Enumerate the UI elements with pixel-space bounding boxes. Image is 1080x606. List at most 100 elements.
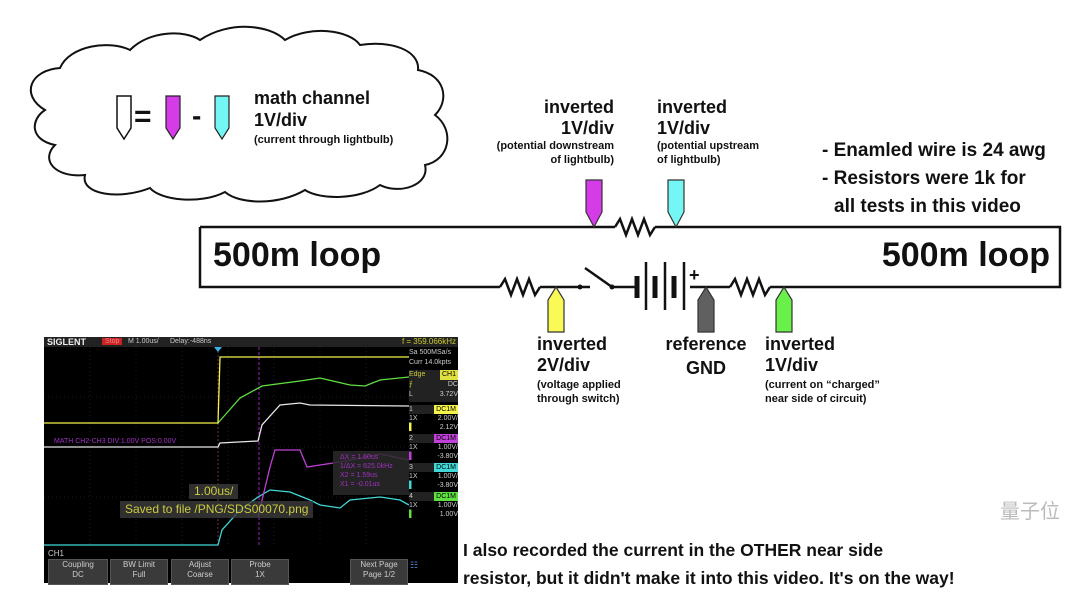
- menu-next-page[interactable]: Next Page Page 1/2: [350, 559, 408, 585]
- trace-ch1: [44, 356, 409, 424]
- channel-scale: 1.00V/: [437, 502, 458, 509]
- cyan-probe-icon: [667, 179, 685, 229]
- memory-depth: Curr 14.0kpts: [409, 359, 452, 366]
- channel-number: 3: [409, 464, 413, 471]
- channel-scale: 1.00V/: [437, 473, 458, 480]
- menu-value: Full: [132, 570, 146, 579]
- cursor-dx: ΔX = 1.60us: [340, 454, 379, 461]
- cursor-x1: X1 = -0.01us: [340, 481, 380, 488]
- menu-title: CH1: [48, 549, 65, 558]
- menu-label: Adjust: [188, 560, 212, 569]
- scope-header: SIGLENT Stop M 1.00us/ Delay:-488ns f = …: [44, 337, 458, 347]
- cloud-scale: 1V/div: [254, 110, 308, 130]
- scope-frequency: f = 359.066kHz: [401, 337, 456, 346]
- magenta-probe-icon: [585, 179, 603, 229]
- cursor-x2: X2 = 1.59us: [340, 472, 378, 479]
- label-line: inverted: [537, 334, 608, 354]
- channel-panel-2[interactable]: 2 DC1M 1X 1.00V/ ▌ -3.80V: [409, 434, 458, 461]
- cyan-probe-small-icon: [214, 95, 230, 141]
- loop-right-label: 500m loop: [881, 236, 1050, 274]
- math-probe-icon: [116, 95, 132, 141]
- trigger-panel[interactable]: Edge CH1 ⨍ DC L 3.72V: [409, 370, 458, 402]
- resistor-right-icon: [728, 275, 772, 299]
- label-line: GND: [686, 358, 726, 378]
- watermark: 量子位: [1000, 501, 1060, 523]
- footer-line: I also recorded the current in the OTHER…: [463, 540, 884, 560]
- channel-number: 2: [409, 435, 413, 442]
- magenta-probe-label: inverted 1V/div (potential downstream of…: [470, 97, 614, 167]
- resistor-top-icon: [613, 215, 657, 239]
- label-note: (current on “charged”: [765, 379, 880, 391]
- network-icon: ☷: [410, 560, 419, 570]
- menu-label: Probe: [249, 560, 271, 569]
- channel-panel-3[interactable]: 3 DC1M 1X 1.00V/ ▌ -3.80V: [409, 463, 458, 490]
- label-line: 1V/div: [560, 118, 614, 138]
- label-line: inverted: [543, 97, 614, 117]
- trace-ch4: [44, 489, 409, 546]
- label-note: (voltage applied: [537, 379, 621, 391]
- channel-offset: 1.00V: [439, 511, 458, 518]
- channel-panel-1[interactable]: 1 DC1M 1X 2.00V/ ▌ 2.12V: [409, 405, 458, 432]
- loop-wire: [198, 225, 1062, 289]
- label-note: of lightbulb): [550, 154, 614, 166]
- channel-scale: 2.00V/: [437, 415, 458, 422]
- sample-rate: Sa 500MSa/s: [409, 349, 452, 356]
- cloud-title: math channel: [254, 88, 371, 108]
- menu-value: Coarse: [187, 570, 213, 579]
- channel-offset: -3.80V: [437, 453, 458, 460]
- equals-sign: =: [134, 100, 152, 133]
- channel-probe: 1X: [409, 444, 418, 451]
- loop-left-label: 500m loop: [213, 236, 382, 274]
- channel-coupling: DC1M: [434, 434, 458, 443]
- trace-ch3: [217, 376, 409, 424]
- yellow-probe-label: inverted 2V/div (voltage applied through…: [537, 334, 621, 406]
- label-line: 1V/div: [657, 118, 711, 138]
- trigger-type: Edge: [409, 371, 426, 378]
- menu-label: Coupling: [62, 560, 94, 569]
- channel-coupling: DC1M: [434, 492, 458, 501]
- channel-offset: -3.80V: [437, 482, 458, 489]
- label-line: inverted: [765, 334, 836, 354]
- channel-probe: 1X: [409, 415, 418, 422]
- battery-plus: +: [689, 265, 700, 285]
- menu-value: 1X: [255, 570, 265, 579]
- note: - Resistors were 1k for: [822, 168, 1026, 189]
- cursor-inv: 1/ΔX = 625.0kHz: [340, 463, 393, 470]
- ground-probe-label: reference GND: [660, 334, 752, 379]
- resistor-left-icon: [498, 275, 542, 299]
- trigger-source: CH1: [439, 370, 458, 380]
- channel-number: 1: [409, 406, 413, 413]
- ground-probe-icon: [697, 285, 715, 333]
- note: - Enamled wire is 24 awg: [822, 140, 1046, 161]
- battery-icon: [634, 262, 686, 310]
- channel-marker-icon: ▌: [409, 511, 414, 518]
- menu-probe[interactable]: Probe 1X: [231, 559, 289, 585]
- menu-value: Page 1/2: [362, 570, 396, 579]
- trace-ch2: [44, 402, 409, 448]
- footer-note: I also recorded the current in the OTHER…: [463, 536, 955, 592]
- channel-number: 4: [409, 493, 413, 500]
- magenta-probe-small-icon: [165, 95, 181, 141]
- menu-bw-limit[interactable]: BW Limit Full: [110, 559, 168, 585]
- math-label: MATH CH2-CH3 DIV:1.00V POS:0.00V: [54, 438, 177, 445]
- channel-offset: 2.12V: [439, 424, 458, 431]
- channel-probe: 1X: [409, 502, 418, 509]
- timebase-message: 1.00us/: [189, 484, 239, 499]
- scope-waveform-display: [44, 347, 409, 547]
- trigger-level-label: L: [409, 391, 413, 398]
- label-line: inverted: [657, 97, 728, 117]
- trigger-marker-icon: [214, 347, 222, 352]
- channel-probe: 1X: [409, 473, 418, 480]
- notes: - Enamled wire is 24 awg - Resistors wer…: [822, 137, 1046, 221]
- footer-line: resistor, but it didn't make it into thi…: [463, 568, 955, 588]
- saved-message: Saved to file /PNG/SDS00070.png: [120, 501, 314, 518]
- menu-coupling[interactable]: Coupling DC: [48, 559, 108, 585]
- label-note: (potential upstream: [657, 140, 760, 152]
- channel-coupling: DC1M: [434, 463, 458, 472]
- acquisition-info: Sa 500MSa/s Curr 14.0kpts: [409, 348, 458, 368]
- channel-panel-4[interactable]: 4 DC1M 1X 1.00V/ ▌ 1.00V: [409, 492, 458, 519]
- channel-marker-icon: ▌: [409, 424, 414, 431]
- trigger-coupling: DC: [447, 381, 458, 388]
- menu-adjust[interactable]: Adjust Coarse: [171, 559, 229, 585]
- scope-status: Stop: [102, 338, 123, 345]
